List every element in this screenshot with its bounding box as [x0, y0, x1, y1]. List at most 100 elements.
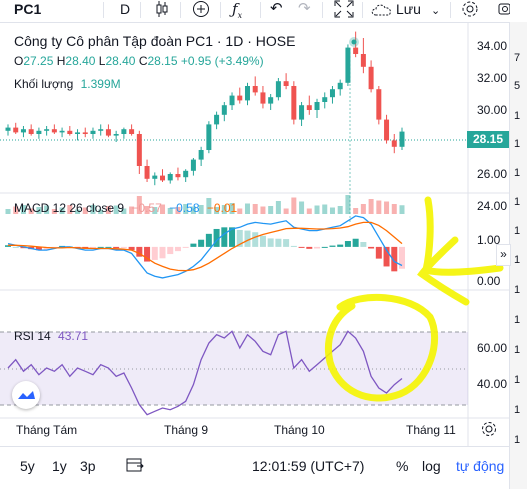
- price-axis-label: 34.00: [477, 39, 507, 53]
- candle-body: [190, 159, 196, 171]
- macd-histogram-bar: [383, 246, 390, 267]
- volume-bar: [229, 203, 235, 214]
- rsi-axis-label: 40.00: [477, 377, 507, 391]
- current-price-tag: 28.15: [467, 131, 509, 148]
- undo-icon[interactable]: ↶: [270, 0, 283, 17]
- high-label: H: [56, 54, 66, 68]
- percent-toggle[interactable]: %: [396, 458, 409, 474]
- volume-bar: [345, 195, 351, 214]
- divider: [103, 2, 104, 18]
- volume-bar: [121, 208, 127, 214]
- volume-bar: [275, 201, 281, 214]
- chart-canvas[interactable]: 34.00 32.00 30.00 26.00 24.00 1.00 0.00 …: [0, 22, 509, 446]
- time-axis-label: Tháng 9: [164, 423, 208, 437]
- volume-bar: [314, 205, 320, 214]
- strip-value: 1: [514, 284, 521, 296]
- volume-bar: [384, 201, 390, 214]
- close-value: 28.15: [147, 54, 178, 68]
- volume-bar: [198, 205, 204, 214]
- volume-bar: [368, 199, 374, 214]
- volume-bar: [244, 203, 250, 214]
- gear-icon[interactable]: [480, 420, 498, 443]
- macd-histogram-bar: [43, 246, 50, 250]
- add-indicator-icon[interactable]: [192, 0, 210, 20]
- candle-body: [322, 97, 328, 102]
- macd-histogram-bar: [205, 233, 212, 247]
- macd-histogram-bar: [244, 230, 251, 247]
- function-icon[interactable]: ƒx: [232, 0, 243, 20]
- candle-body: [51, 129, 57, 133]
- candle-body: [98, 129, 104, 131]
- clock-timezone[interactable]: 12:01:59 (UTC+7): [252, 458, 365, 474]
- strip-value: 7: [514, 52, 521, 64]
- volume-bar: [13, 206, 19, 214]
- range-1y-button[interactable]: 1y: [52, 458, 67, 474]
- volume-bar: [190, 206, 196, 214]
- strip-value: 1: [514, 167, 521, 179]
- symbol-search[interactable]: PC1: [14, 1, 42, 17]
- candle-body: [329, 89, 335, 98]
- range-5y-button[interactable]: 5y: [20, 458, 35, 474]
- volume-bar: [167, 208, 173, 214]
- candle-body: [144, 166, 150, 179]
- change-value: +0.95 (+3.49%): [180, 54, 264, 68]
- gear-icon[interactable]: [460, 0, 480, 20]
- macd-histogram-bar: [198, 239, 205, 247]
- open-label: O: [14, 54, 24, 68]
- macd-histogram-bar: [236, 229, 243, 247]
- candle-body: [20, 129, 26, 133]
- collapse-panel-button[interactable]: »: [496, 244, 511, 266]
- volume-bar: [28, 208, 34, 214]
- strip-value: 1: [514, 225, 521, 237]
- interval-button[interactable]: D: [120, 1, 131, 17]
- range-3m-button[interactable]: 3p: [80, 458, 96, 474]
- candle-body: [275, 81, 281, 98]
- macd-histogram-bar: [221, 227, 228, 247]
- divider: [140, 2, 141, 18]
- macd-histogram-bar: [290, 245, 297, 247]
- annotation-drawing[interactable]: [324, 196, 504, 402]
- strip-value: 1: [514, 434, 521, 446]
- candle-body: [167, 174, 173, 181]
- candle-body: [345, 47, 351, 83]
- volume-bar: [36, 207, 42, 214]
- macd-histogram-bar: [306, 246, 313, 249]
- macd-plot: [5, 215, 405, 279]
- macd-axis-label: 1.00: [477, 233, 501, 247]
- candle-body: [28, 129, 34, 134]
- auto-toggle[interactable]: tự động: [456, 458, 505, 474]
- macd-histogram-bar: [213, 228, 220, 247]
- macd-histogram-bar: [321, 246, 328, 248]
- candle-body: [59, 130, 65, 133]
- high-value: 28.40: [65, 54, 96, 68]
- camera-icon[interactable]: [498, 0, 511, 20]
- divider: [450, 2, 451, 18]
- redo-icon[interactable]: ↷: [298, 0, 311, 17]
- volume-bar: [214, 207, 220, 214]
- chevron-down-icon: ⌄: [430, 5, 441, 17]
- strip-value: 1: [514, 344, 521, 356]
- macd-histogram-bar: [391, 246, 398, 272]
- volume-bar: [82, 207, 88, 214]
- volume-bar: [306, 208, 312, 214]
- macd-histogram-bar: [12, 246, 19, 248]
- macd-histogram-bar: [35, 246, 42, 251]
- macd-histogram-bar: [159, 246, 166, 259]
- candle-type-icon[interactable]: [155, 0, 169, 20]
- fullscreen-icon[interactable]: [334, 0, 354, 20]
- date-range-icon[interactable]: [126, 457, 144, 477]
- volume-bar: [129, 206, 135, 214]
- volume-bar: [175, 207, 181, 214]
- tradingview-logo-button[interactable]: [12, 381, 40, 409]
- save-button[interactable]: Lưu ⌄: [370, 0, 440, 20]
- macd-histogram-bar: [360, 242, 367, 247]
- volume-bar: [44, 205, 50, 214]
- volume-bar: [183, 204, 189, 214]
- candle-body: [291, 86, 297, 120]
- divider: [220, 2, 221, 18]
- log-toggle[interactable]: log: [422, 458, 441, 474]
- candle-body: [314, 102, 320, 110]
- candle-body: [237, 95, 243, 101]
- ohlc-legend: O27.25 H28.40 L28.40 C28.15 +0.95 (+3.49…: [14, 54, 264, 68]
- candle-body: [5, 127, 11, 131]
